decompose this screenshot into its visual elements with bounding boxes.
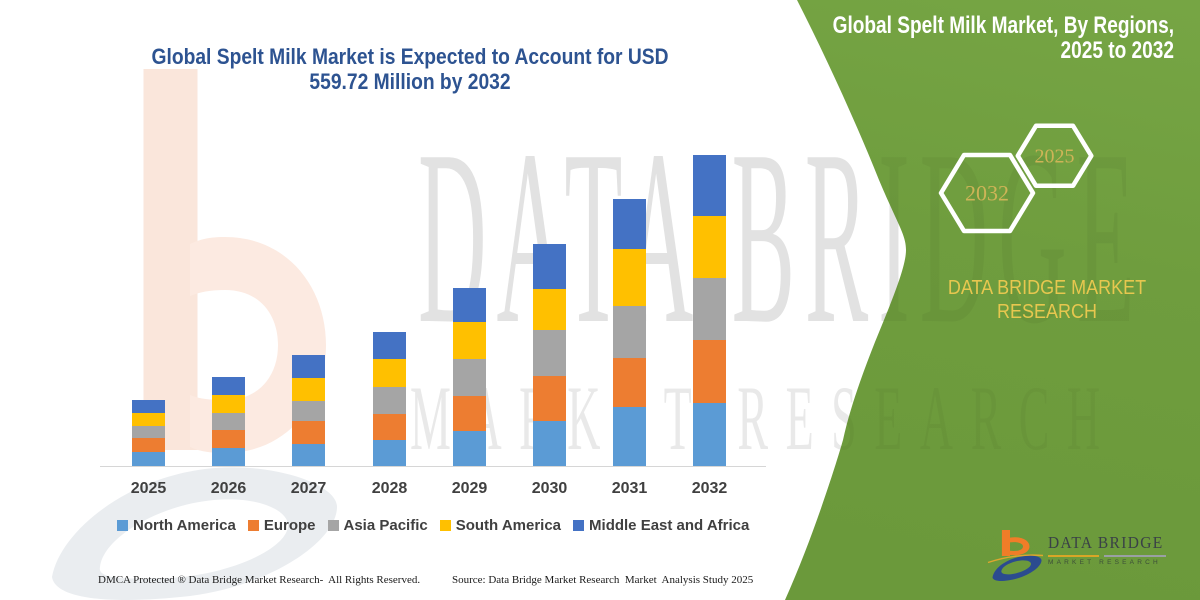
- svg-text:2025: 2025: [1035, 146, 1075, 168]
- svg-text:2032: 2032: [965, 181, 1009, 206]
